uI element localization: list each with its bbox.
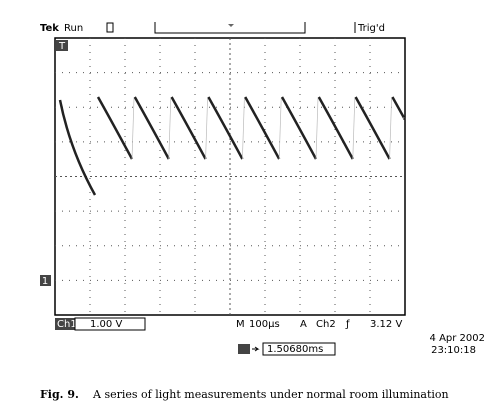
trace	[170, 96, 207, 160]
position-box	[262, 342, 336, 356]
trace-edge	[205, 97, 208, 160]
mode: M	[236, 319, 245, 330]
trigger-channel: Ch2	[316, 319, 336, 330]
trigger-status: Trig'd	[357, 23, 385, 34]
time-per-div: 100µs	[249, 319, 280, 330]
trigger-level: 3.12 V	[370, 319, 402, 330]
trace	[207, 96, 244, 160]
trace-edge	[242, 97, 245, 160]
trace	[280, 96, 318, 160]
trace-edge	[168, 97, 172, 160]
status: Run	[64, 23, 83, 34]
trigger-icon	[238, 344, 250, 354]
caption-text: A series of light measurements under nor…	[92, 388, 449, 401]
trace-edge	[315, 97, 319, 160]
volts-box	[74, 317, 146, 331]
trigger-source-label: A	[300, 319, 307, 330]
trace	[354, 96, 391, 160]
brand: Tek	[40, 23, 59, 34]
trace-edge	[389, 97, 392, 160]
trace	[391, 96, 406, 120]
date: 4 Apr 2002	[430, 333, 485, 344]
trigger-marker: T	[58, 41, 66, 52]
trace	[133, 96, 170, 160]
trace	[58, 99, 97, 196]
arrow	[252, 346, 260, 352]
waveform	[58, 96, 406, 196]
trace-edge	[278, 97, 282, 160]
channel-marker-box	[40, 275, 51, 286]
trace-edge	[352, 97, 356, 160]
trace	[317, 96, 354, 160]
trace	[244, 96, 281, 160]
trace	[96, 96, 134, 160]
graticule	[55, 38, 405, 315]
trace-edge	[131, 97, 135, 160]
trigger-position: 1.50680ms	[267, 344, 323, 355]
time: 23:10:18	[431, 345, 476, 356]
channel-marker: 1	[42, 276, 48, 287]
trigger-slope: ƒ	[345, 319, 350, 330]
record-bar	[154, 22, 306, 34]
caption-label: Fig. 9.	[40, 388, 79, 401]
icon	[106, 22, 114, 33]
volts-per-div: 1.00 V	[90, 319, 122, 330]
marker	[228, 24, 234, 27]
channel-box	[55, 318, 75, 330]
channel: Ch1	[57, 319, 77, 330]
trigger-marker-box	[56, 40, 68, 51]
